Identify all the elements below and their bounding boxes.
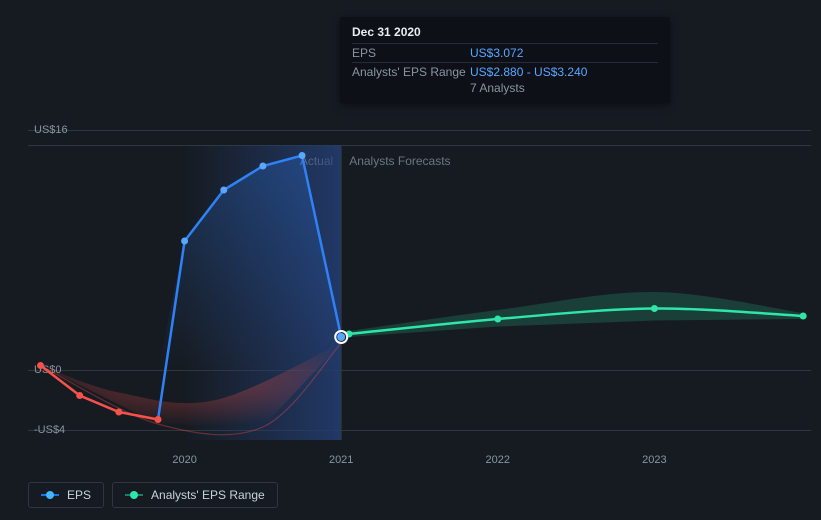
tooltip-row: Analysts' EPS RangeUS$2.880 - US$3.240 — [352, 62, 658, 81]
legend-item[interactable]: Analysts' EPS Range — [112, 482, 278, 508]
tooltip-date: Dec 31 2020 — [352, 25, 658, 39]
legend-item[interactable]: EPS — [28, 482, 104, 508]
chart-tooltip: Dec 31 2020 EPSUS$3.072Analysts' EPS Ran… — [340, 17, 670, 103]
legend-label: EPS — [67, 488, 91, 502]
tooltip-row: EPSUS$3.072 — [352, 43, 658, 62]
eps-chart: US$16US$0-US$42020202120222023ActualAnal… — [10, 10, 811, 510]
legend-label: Analysts' EPS Range — [151, 488, 265, 502]
legend-swatch-icon — [41, 491, 59, 499]
chart-legend: EPS Analysts' EPS Range — [28, 482, 278, 508]
tooltip-value: US$2.880 - US$3.240 — [470, 65, 587, 79]
tooltip-key: EPS — [352, 46, 470, 60]
tooltip-subtext: 7 Analysts — [470, 81, 658, 95]
legend-swatch-icon — [125, 491, 143, 499]
tooltip-value: US$3.072 — [470, 46, 523, 60]
tooltip-key: Analysts' EPS Range — [352, 65, 470, 79]
